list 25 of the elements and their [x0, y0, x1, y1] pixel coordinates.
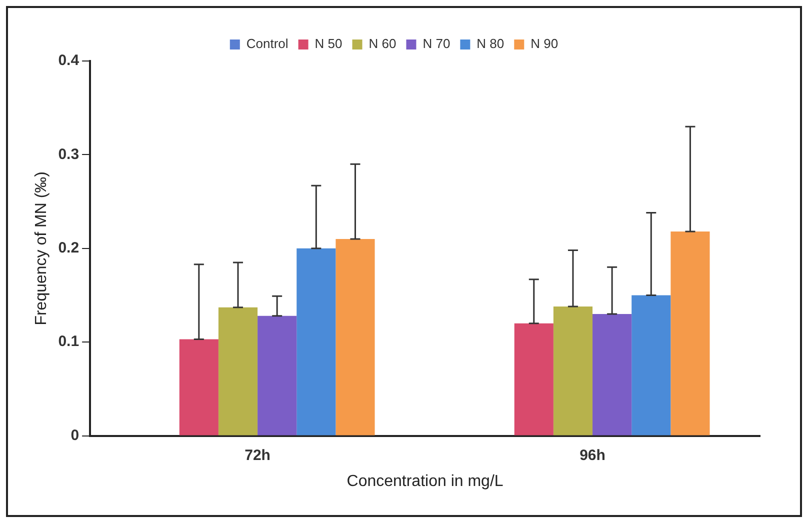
x-tick-label: 96h	[580, 446, 606, 464]
y-tick-label: 0.4	[58, 52, 80, 70]
legend-label: N 90	[530, 36, 558, 52]
bar	[670, 232, 710, 436]
y-tick-label: 0.3	[58, 146, 80, 163]
legend-label: N 50	[314, 36, 342, 52]
y-tick-label: 0.1	[58, 333, 80, 350]
bar	[632, 295, 671, 436]
legend-label: N 70	[422, 36, 450, 52]
bar	[258, 316, 297, 436]
bar	[296, 248, 336, 436]
legend-label: Control	[246, 36, 288, 52]
bar	[336, 239, 375, 436]
bar	[553, 306, 593, 436]
bar	[218, 307, 258, 436]
legend-label: N 60	[368, 36, 396, 52]
bar	[179, 339, 218, 436]
bar	[514, 323, 554, 436]
legend-label: N 80	[476, 36, 504, 52]
y-tick-label: 0	[70, 426, 80, 444]
y-axis-title: Frequency of MN (‰)	[33, 171, 50, 326]
x-tick-label: 72h	[244, 446, 270, 464]
x-axis-title: Concentration in mg/L	[346, 472, 504, 490]
bar	[592, 314, 632, 436]
y-tick-label: 0.2	[58, 240, 80, 257]
